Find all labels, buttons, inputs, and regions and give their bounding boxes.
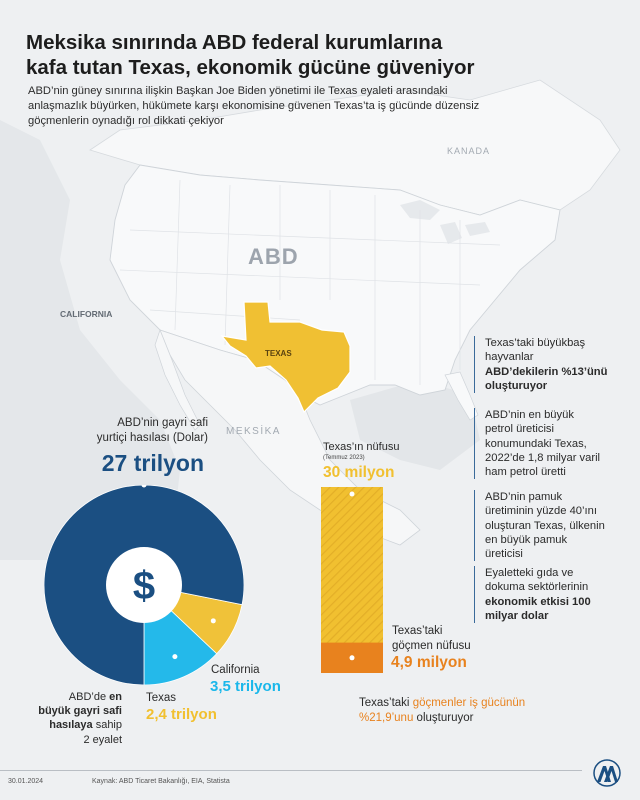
population-leader-dot	[349, 491, 355, 497]
workforce-note: Texas’taki göçmenler iş gücünün %21,9’un…	[359, 696, 525, 725]
migrant-population-value: 4,9 milyon	[391, 654, 467, 671]
california-gdp-value: 3,5 trilyon	[210, 678, 281, 695]
workforce-text: Texas’taki	[359, 697, 413, 709]
title-line: kafa tutan Texas, ekonomik gücüne güveni…	[26, 56, 475, 79]
population-total-bar	[321, 487, 383, 673]
california-map-label: CALIFORNIA	[60, 309, 113, 319]
dollar-icon: $	[133, 564, 155, 608]
note-text: 2 eyalet	[83, 733, 122, 746]
migrant-population-label: Texas’taki göçmen nüfusu	[392, 624, 471, 653]
note-bold: en	[109, 691, 122, 703]
mexico-label: MEKSİKA	[226, 426, 281, 437]
gdp-label: ABD’nin gayri safi yurtiçi hasılası (Dol…	[58, 416, 208, 446]
fact-line: üreticisi	[485, 548, 523, 561]
fact-line: konumundaki Texas,	[485, 437, 587, 450]
pie-slice-texas-dot	[210, 618, 216, 624]
fact-line: ABD’nin en büyük	[485, 409, 574, 421]
fact-line: en büyük pamuk	[485, 533, 568, 546]
workforce-highlight: %21,9’unu	[359, 711, 414, 724]
california-gdp-label: California	[211, 664, 260, 676]
page-subtitle: ABD’nin güney sınırına ilişkin Başkan Jo…	[28, 84, 618, 128]
fact-line: hayvanlar	[485, 351, 534, 364]
fact-bold: oluşturuyor	[485, 379, 548, 392]
subtitle-line: anlaşmazlık büyürken, hükümete karşı eko…	[28, 99, 480, 112]
donut-hole	[106, 547, 182, 623]
footer-date: 30.01.2024	[8, 778, 44, 785]
gdp-label-line: yurtiçi hasılası (Dolar)	[96, 432, 208, 444]
fact-line: oluşturan Texas, ülkenin	[485, 519, 605, 532]
pie-slice-california-dot	[172, 654, 178, 660]
gdp-donut-chart: $	[44, 485, 244, 685]
subtitle-line: ABD’nin güney sınırına ilişkin Başkan Jo…	[28, 85, 448, 97]
note-bold: hasılaya	[49, 719, 93, 732]
title-line: Meksika sınırında ABD federal kurumların…	[26, 31, 443, 54]
fact-line: Texas’taki büyükbaş	[485, 337, 586, 349]
fact-bold: ekonomik etkisi 100	[485, 595, 591, 608]
gdp-total-value: 27 trilyon	[101, 450, 204, 476]
fact-line: üretiminin yüzde 40’ını	[485, 505, 597, 518]
texas-gdp-label: Texas	[146, 692, 177, 704]
workforce-highlight: göçmenler iş gücünün	[412, 697, 526, 709]
note-text: sahip	[92, 719, 122, 732]
texas-gdp-value: 2,4 trilyon	[146, 706, 217, 723]
fact-oil: ABD’nin en büyük petrol üreticisi konumu…	[474, 408, 601, 480]
workforce-text: oluşturuyor	[413, 711, 474, 724]
aa-logo-icon	[593, 759, 621, 787]
fact-bold: ABD’dekilerin %13’ünü	[485, 365, 608, 378]
note-text: ABD’de	[68, 691, 110, 703]
footer-divider	[0, 770, 582, 771]
texas-map-label: TEXAS	[265, 349, 292, 358]
fact-cattle: Texas’taki büyükbaş hayvanlar ABD’dekile…	[474, 336, 608, 394]
footer-source: Kaynak: ABD Ticaret Bakanlığı, EIA, Stat…	[92, 778, 230, 785]
top-two-states-note: ABD’de en büyük gayri safi hasılaya sahi…	[20, 690, 122, 747]
fact-food-textile: Eyaletteki gıda ve dokuma sektörlerinin …	[474, 566, 591, 624]
note-bold: büyük gayri safi	[38, 705, 122, 718]
usa-label: ABD	[248, 244, 299, 269]
population-date: (Temmuz 2023)	[323, 455, 365, 461]
canada-label: KANADA	[447, 146, 491, 156]
population-bar-chart	[321, 487, 383, 673]
migrant-label-line: göçmen nüfusu	[392, 639, 471, 652]
gdp-label-line: ABD’nin gayri safi	[117, 417, 208, 429]
fact-line: dokuma sektörlerinin	[485, 581, 589, 594]
fact-line: petrol üreticisi	[485, 423, 555, 436]
gdp-leader-dot	[141, 485, 147, 488]
page-title: Meksika sınırında ABD federal kurumların…	[26, 30, 626, 80]
fact-line: ham petrol üretti	[485, 466, 566, 479]
migrant-label-line: Texas’taki	[392, 625, 443, 637]
fact-bold: milyar dolar	[485, 609, 549, 622]
fact-cotton: ABD’nin pamuk üretiminin yüzde 40’ını ol…	[474, 490, 605, 562]
population-value: 30 milyon	[323, 464, 395, 481]
population-label: Texas’ın nüfusu	[323, 441, 400, 453]
migrant-leader-dot	[349, 655, 355, 661]
fact-line: ABD’nin pamuk	[485, 491, 563, 503]
fact-line: 2022’de 1,8 milyar varil	[485, 451, 601, 464]
subtitle-line: göçmenlerin oynadığı rol dikkati çekiyor	[28, 114, 224, 127]
fact-line: Eyaletteki gıda ve	[485, 567, 574, 579]
